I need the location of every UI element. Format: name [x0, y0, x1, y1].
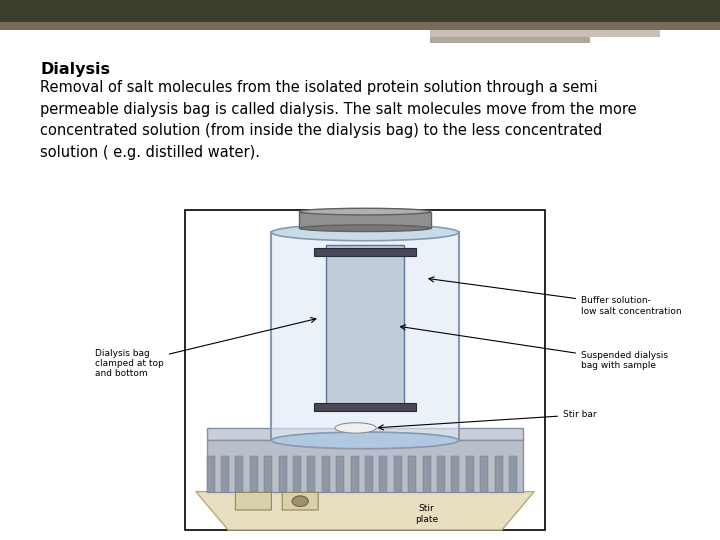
Text: Suspended dialysis
bag with sample: Suspended dialysis bag with sample	[400, 325, 668, 370]
Bar	[314, 403, 416, 411]
Bar	[185, 210, 545, 530]
Bar	[451, 456, 459, 491]
Ellipse shape	[271, 224, 459, 241]
Ellipse shape	[335, 423, 377, 433]
Ellipse shape	[300, 225, 431, 232]
Bar	[314, 248, 416, 256]
Bar	[430, 37, 590, 43]
Ellipse shape	[292, 496, 308, 507]
Bar	[235, 456, 243, 491]
Bar	[394, 456, 402, 491]
Bar	[0, 0, 720, 22]
Text: Dialysis: Dialysis	[40, 62, 110, 77]
Bar	[300, 212, 431, 228]
Bar	[336, 456, 344, 491]
Bar	[250, 456, 258, 491]
Bar	[207, 428, 523, 441]
Bar	[322, 456, 330, 491]
Bar	[408, 456, 416, 491]
Bar	[221, 456, 229, 491]
Polygon shape	[196, 491, 534, 530]
Bar	[307, 456, 315, 491]
Bar	[379, 456, 387, 491]
Bar	[351, 456, 359, 491]
Text: Stir
plate: Stir plate	[415, 504, 438, 524]
Text: Stir bar: Stir bar	[379, 410, 597, 430]
Bar	[495, 456, 503, 491]
Bar	[325, 245, 405, 407]
Bar	[271, 232, 459, 441]
Bar	[279, 456, 287, 491]
Bar	[207, 441, 523, 491]
Bar	[466, 456, 474, 491]
Bar	[207, 456, 215, 491]
Bar	[423, 456, 431, 491]
Ellipse shape	[271, 432, 459, 449]
Bar	[480, 456, 488, 491]
Bar	[264, 456, 272, 491]
Ellipse shape	[300, 208, 431, 215]
Bar	[293, 456, 301, 491]
Bar	[437, 456, 445, 491]
FancyBboxPatch shape	[235, 492, 271, 510]
FancyBboxPatch shape	[282, 492, 318, 510]
Bar	[365, 456, 373, 491]
Text: Removal of salt molecules from the isolated protein solution through a semi
perm: Removal of salt molecules from the isola…	[40, 80, 636, 160]
Bar	[430, 30, 660, 37]
Bar	[0, 22, 720, 30]
Bar	[509, 456, 517, 491]
Text: Buffer solution-
low salt concentration: Buffer solution- low salt concentration	[429, 277, 682, 316]
Text: Dialysis bag
clamped at top
and bottom: Dialysis bag clamped at top and bottom	[95, 318, 316, 379]
